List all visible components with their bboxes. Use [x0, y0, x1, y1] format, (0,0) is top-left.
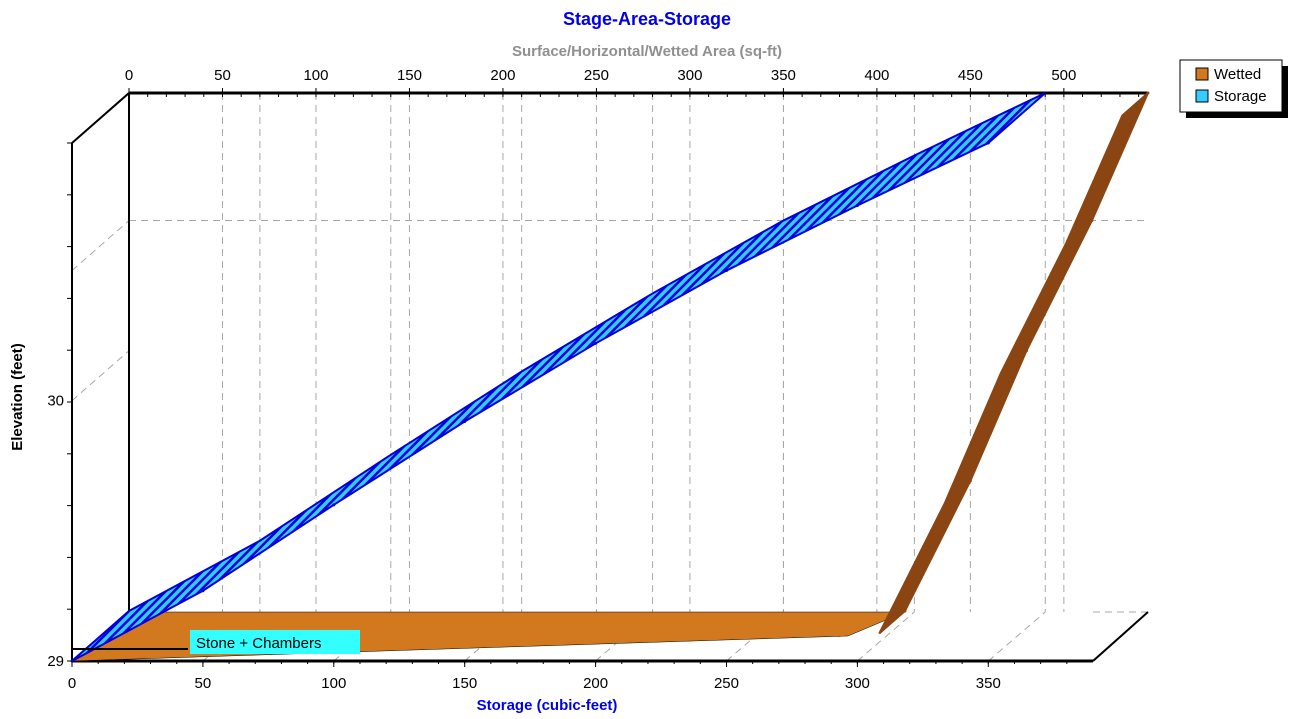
gridlines — [71, 93, 1148, 662]
top-tick-label: 350 — [771, 67, 796, 84]
tick-labels: 0 50 100 150 200 250 300 350 400 450 500 0 50 100 150 2… — [47, 67, 1140, 692]
top-tick-label: 450 — [958, 67, 983, 84]
top-axis-label: Surface/Horizontal/Wetted Area (sq-ft) — [512, 43, 782, 60]
y-tick-label: 30 — [47, 393, 64, 410]
stone-chambers-annotation: Stone + Chambers — [72, 630, 360, 654]
legend: Wetted Storage — [1179, 59, 1288, 118]
bottom-tick-label: 150 — [452, 675, 477, 692]
legend-label-storage: Storage — [1214, 88, 1267, 105]
bottom-right-depth-edge — [1092, 611, 1149, 662]
bottom-tick-label: 250 — [714, 675, 739, 692]
top-left-depth-edge — [71, 92, 130, 144]
wetted-point — [968, 479, 972, 483]
bottom-tick-label: 100 — [321, 675, 346, 692]
wetted-point — [1024, 349, 1028, 353]
top-tick-label: 300 — [677, 67, 702, 84]
storage-point — [332, 503, 336, 507]
chart-title: Stage-Area-Storage — [563, 9, 731, 29]
wetted-point — [1146, 91, 1150, 95]
legend-label-wetted: Wetted — [1214, 66, 1261, 83]
side-gridline — [71, 220, 130, 271]
storage-point — [855, 203, 859, 207]
top-tick-label: 50 — [214, 67, 231, 84]
legend-swatch-wetted — [1195, 67, 1209, 81]
storage-point — [463, 420, 467, 424]
side-gridline — [71, 350, 130, 402]
storage-point — [724, 269, 728, 273]
top-tick-label: 150 — [397, 67, 422, 84]
wetted-point — [903, 609, 907, 613]
bottom-tick-label: 300 — [845, 675, 870, 692]
top-tick-label: 0 — [125, 67, 133, 84]
y-tick-label: 29 — [47, 653, 64, 670]
annotation-label: Stone + Chambers — [196, 635, 322, 652]
storage-point — [201, 589, 205, 593]
floor-gridline — [857, 611, 915, 662]
top-tick-label: 400 — [864, 67, 889, 84]
bottom-tick-label: 0 — [68, 675, 76, 692]
series-layer — [70, 91, 1150, 663]
y-axis-label: Elevation (feet) — [9, 343, 26, 451]
legend-swatch-storage — [1195, 89, 1209, 103]
top-tick-label: 200 — [490, 67, 515, 84]
storage-ribbon — [71, 92, 1046, 662]
top-tick-label: 500 — [1051, 67, 1076, 84]
bottom-tick-label: 350 — [976, 675, 1001, 692]
floor-gridline — [987, 611, 1046, 662]
wetted-point — [1090, 219, 1094, 223]
top-tick-label: 250 — [584, 67, 609, 84]
storage-point — [986, 141, 990, 145]
bottom-tick-label: 200 — [583, 675, 608, 692]
annotation-box — [190, 630, 360, 654]
storage-point — [594, 341, 598, 345]
top-tick-label: 100 — [303, 67, 328, 84]
plot-frame — [67, 91, 1149, 663]
x-axis-label: Storage (cubic-feet) — [477, 697, 618, 714]
bottom-tick-label: 50 — [195, 675, 212, 692]
